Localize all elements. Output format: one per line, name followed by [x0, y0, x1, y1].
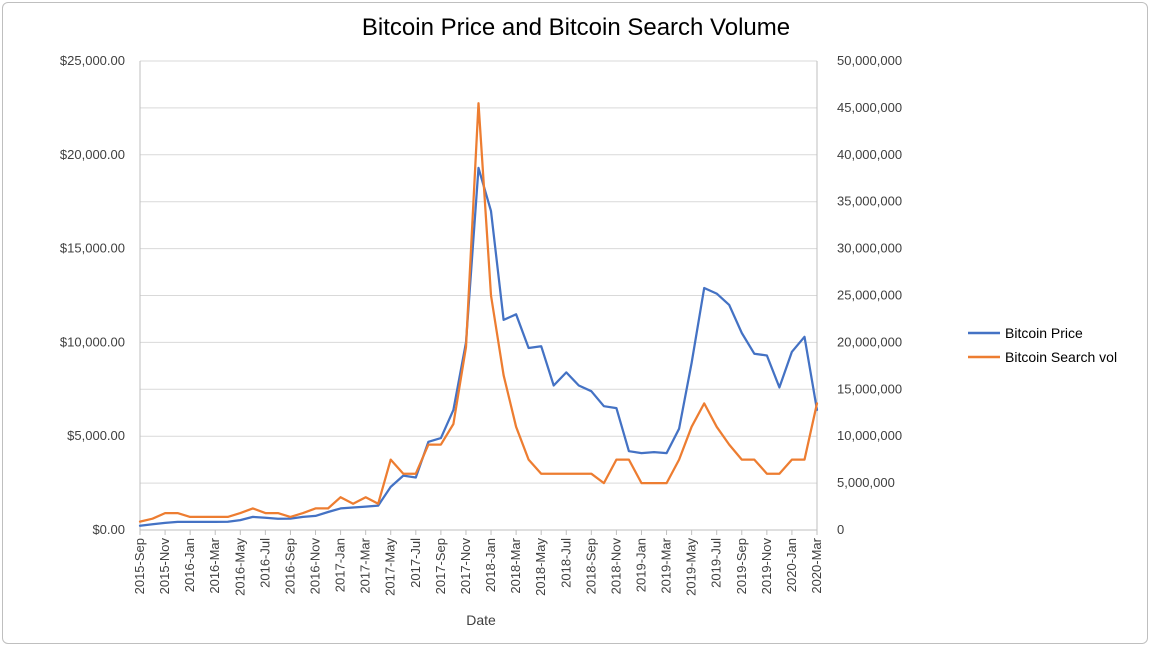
x-tick-label: 2016-Jul	[257, 538, 272, 588]
x-tick-label: 2017-Nov	[458, 538, 473, 595]
right-axis-tick-label: 35,000,000	[837, 194, 902, 209]
x-tick-label: 2018-May	[533, 538, 548, 596]
right-axis-tick-label: 45,000,000	[837, 100, 902, 115]
gridlines	[140, 60, 817, 531]
x-tick-label: 2018-Jul	[558, 538, 573, 588]
left-axis-tick-label: $15,000.00	[60, 241, 125, 256]
series-line-bitcoin-search-vol	[138, 102, 819, 523]
right-axis-tick-label: 30,000,000	[837, 241, 902, 256]
x-tick-label: 2019-Mar	[659, 537, 674, 593]
left-axis-tick-label: $5,000.00	[67, 428, 125, 443]
x-tick-label: 2018-Mar	[508, 537, 523, 593]
series-line-bitcoin-price	[138, 166, 819, 527]
x-tick-label: 2017-Mar	[358, 537, 373, 593]
x-tick-label: 2018-Jan	[483, 538, 498, 592]
right-axis-tick-label: 50,000,000	[837, 53, 902, 68]
right-axis-tick-label: 15,000,000	[837, 381, 902, 396]
x-axis-ticks: 2015-Sep 2015-Nov 2016-Jan 2016-Mar 2016-May…	[132, 530, 824, 596]
left-axis-ticks: $0.00 $5,000.00 $10,000.00 $15,000.00 $20,00…	[60, 53, 125, 537]
x-axis-title: Date	[466, 612, 496, 628]
x-tick-label: 2017-Jul	[408, 538, 423, 588]
right-axis-tick-label: 20,000,000	[837, 334, 902, 349]
right-axis-tick-label: 25,000,000	[837, 288, 902, 303]
x-tick-label: 2016-Mar	[207, 537, 222, 593]
x-tick-label: 2019-Jul	[709, 538, 724, 588]
right-axis-tick-label: 5,000,000	[837, 475, 895, 490]
left-axis-tick-label: $0.00	[92, 522, 125, 537]
axes	[139, 61, 818, 531]
x-tick-label: 2016-May	[232, 538, 247, 596]
x-tick-label: 2019-Nov	[759, 538, 774, 595]
x-tick-label: 2019-Jan	[633, 538, 648, 592]
legend-label: Bitcoin Search vol	[1005, 349, 1117, 365]
right-axis-tick-label: 0	[837, 522, 844, 537]
right-axis-tick-label: 40,000,000	[837, 147, 902, 162]
x-tick-label: 2015-Nov	[157, 538, 172, 595]
x-tick-label: 2020-Jan	[784, 538, 799, 592]
x-tick-label: 2018-Nov	[608, 538, 623, 595]
left-axis-tick-label: $20,000.00	[60, 147, 125, 162]
series-lines	[138, 102, 819, 527]
right-axis-ticks: 0 5,000,000 10,000,000 15,000,000 20,000,000…	[837, 53, 902, 537]
legend-label: Bitcoin Price	[1005, 325, 1083, 341]
right-axis-tick-label: 10,000,000	[837, 428, 902, 443]
x-tick-label: 2017-Jan	[333, 538, 348, 592]
x-tick-label: 2015-Sep	[132, 538, 147, 594]
x-tick-label: 2016-Nov	[308, 538, 323, 595]
left-axis-tick-label: $10,000.00	[60, 334, 125, 349]
x-tick-label: 2017-Sep	[433, 538, 448, 594]
x-tick-label: 2016-Sep	[282, 538, 297, 594]
legend: Bitcoin Price Bitcoin Search vol	[968, 325, 1117, 365]
x-tick-label: 2017-May	[383, 538, 398, 596]
left-axis-tick-label: $25,000.00	[60, 53, 125, 68]
x-tick-label: 2018-Sep	[583, 538, 598, 594]
x-tick-label: 2020-Mar	[809, 537, 824, 593]
x-tick-label: 2019-May	[684, 538, 699, 596]
x-tick-label: 2016-Jan	[182, 538, 197, 592]
x-tick-label: 2019-Sep	[734, 538, 749, 594]
chart-title: Bitcoin Price and Bitcoin Search Volume	[362, 14, 790, 41]
